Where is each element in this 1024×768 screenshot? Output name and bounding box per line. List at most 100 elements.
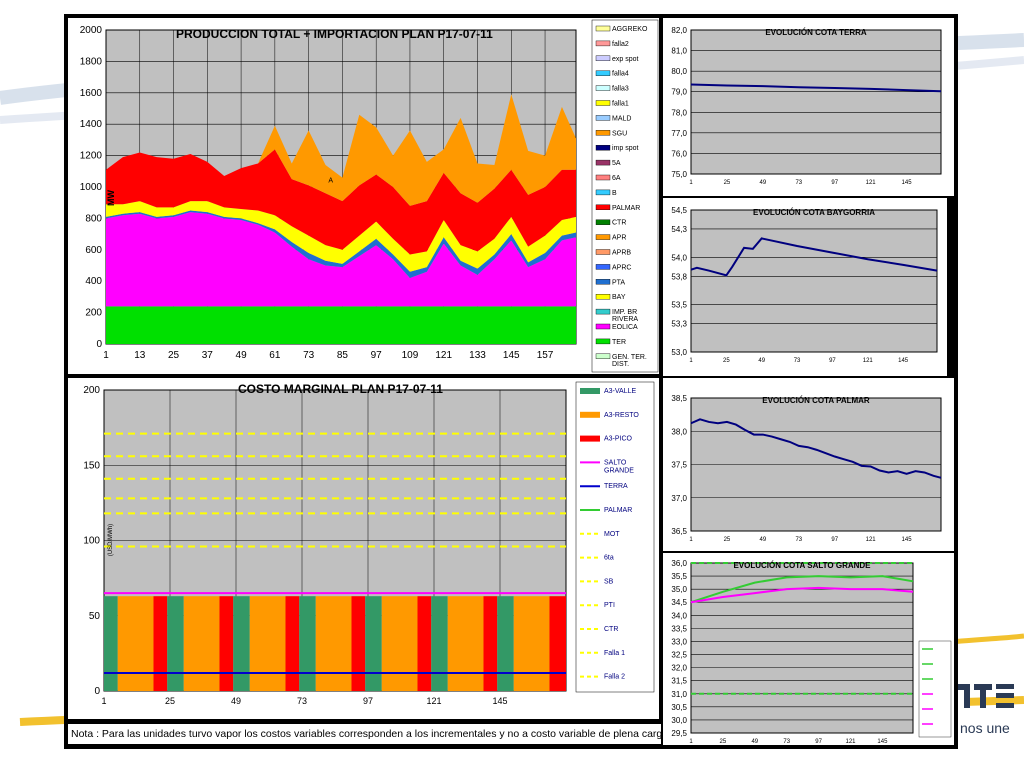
x-tick-label: 73 [795,537,802,543]
bar-a3-resto [381,596,418,691]
legend-label: APRC [612,264,631,271]
legend-label: GRANDE [604,467,634,474]
y-tick-label: 53,0 [671,348,687,357]
x-tick-label: 49 [760,180,767,186]
bar-a3-resto [249,596,286,691]
legend-swatch [595,219,611,225]
legend-label: AGGREKO [612,26,648,33]
x-tick-label: 145 [902,537,913,543]
x-tick-label: 49 [751,739,758,745]
bar-a3-valle [431,596,448,691]
chart-title: EVOLUCIÓN COTA BAYGORRIA [753,208,875,217]
chart-annotation: A [328,177,333,184]
legend-swatch [580,411,600,418]
plot-area [690,29,942,175]
bar-a3-pico [219,596,234,691]
y-tick-label: 30,5 [671,703,687,712]
legend-label: A3-RESTO [604,412,639,419]
x-tick-label: 97 [829,358,836,364]
x-tick-label: 73 [303,350,315,361]
legend-label: EOLICA [612,324,638,331]
x-tick-label: 85 [337,350,349,361]
x-tick-label: 25 [720,739,727,745]
y-tick-label: 400 [85,276,102,287]
y-tick-label: 38,5 [671,394,687,403]
area-sgu [106,94,576,206]
legend-swatch [595,115,611,121]
y-tick-label: 34,5 [671,598,687,607]
legend-swatch [595,144,611,151]
x-tick-label: 73 [297,696,307,706]
x-tick-label: 121 [866,180,877,186]
legend-label: CTR [604,626,618,633]
bar-a3-resto [183,596,220,691]
produccion-panel: 0 200 400 600 800 1000 1200 1400 1600 1800 2000 1 13… [67,17,660,375]
legend-swatch [595,323,611,330]
y-tick-label: 35,5 [671,572,687,581]
bar-a3-resto [117,596,154,691]
area-pta [106,210,576,279]
chart-title: COSTO MARGINAL PLAN P17-07-11 [238,382,443,396]
legend-label: SALTO [604,459,627,466]
footnote: Nota : Para las unidades turvo vapor los… [68,724,661,744]
legend-swatch [595,308,611,315]
legend-label: IMP. BR [612,309,637,316]
bar-a3-pico [417,596,432,691]
y-tick-label: 1400 [80,119,103,130]
legend-label: PTI [604,602,615,609]
x-tick-label: 25 [165,696,175,706]
legend-label: A3-VALLE [604,388,636,395]
x-tick-label: 49 [236,350,248,361]
area-bay [106,201,576,272]
x-tick-label: 97 [363,696,373,706]
series-line [690,237,938,277]
y-tick-label: 37,0 [671,494,687,503]
x-tick-label: 97 [831,180,838,186]
bar-a3-valle [299,596,316,691]
y-tick-label: 100 [83,536,100,547]
y-tick-label: 0 [96,339,102,350]
y-tick-label: 38,0 [671,427,687,436]
legend-box [918,640,952,738]
legend-label: B [612,190,617,197]
x-tick-label: 121 [863,358,874,364]
area-palmar [106,149,576,255]
y-tick-label: 36,5 [671,527,687,536]
legend-label: PTA [612,279,625,286]
x-tick-label: 73 [783,739,790,745]
y-tick-label: 1600 [80,88,103,99]
legend-label: Falla 2 [604,674,625,681]
x-tick-label: 133 [469,350,486,361]
y-tick-label: 32,0 [671,664,687,673]
bar-a3-pico [351,596,366,691]
y-tick-label: 150 [83,460,100,471]
y-tick-label: 1000 [80,182,103,193]
legend-label: CTR [612,220,626,227]
x-tick-label: 1 [689,537,693,543]
series-line [690,575,914,604]
legend-label: 6A [612,175,621,182]
y-tick-label: 50 [89,611,101,622]
x-tick-label: 73 [794,358,801,364]
cota-baygorria-chart: 53,0 53,3 53,5 53,8 54,0 54,3 54,5 1 25 49 73 97 121… [671,206,938,364]
legend-label: DIST. [612,361,629,368]
legend-swatch [595,338,611,345]
chart-title: EVOLUCIÓN COTA TERRA [765,28,867,37]
x-tick-label: 109 [402,350,419,361]
legend-swatch [595,100,611,106]
legend-swatch [595,130,611,136]
x-tick-label: 97 [371,350,383,361]
y-tick-label: 33,5 [671,624,687,633]
y-tick-label: 79,0 [671,88,687,97]
x-tick-label: 1 [689,358,693,364]
x-tick-label: 49 [760,537,767,543]
x-tick-label: 25 [168,350,180,361]
legend-swatch [595,70,611,76]
x-tick-label: 121 [426,696,441,706]
legend-swatch [595,174,611,181]
bar-a3-valle [104,596,118,691]
x-tick-label: 1 [103,350,109,361]
legend-swatch [580,435,600,442]
x-tick-label: 73 [795,180,802,186]
bar-a3-resto [315,596,352,691]
